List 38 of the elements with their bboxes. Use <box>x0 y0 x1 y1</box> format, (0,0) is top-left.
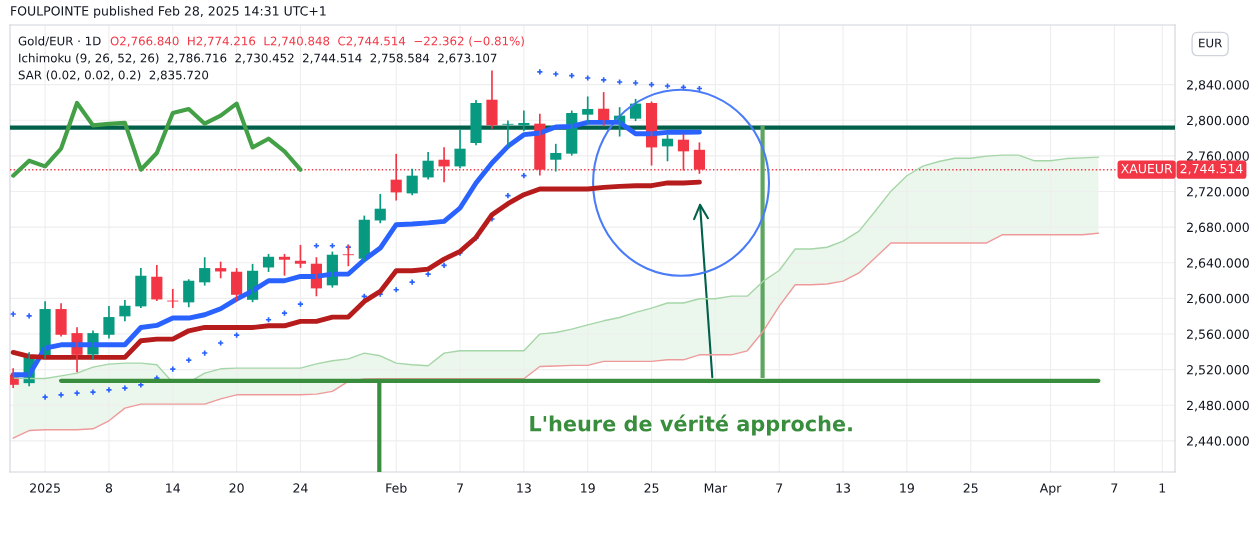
annotation: Ichimoku (9, 26, 52, 26) 2,786.716 2,730.452 2,744.514 2,758.584 2,673.107 <box>19 53 497 64</box>
text: 2,744.514 <box>1180 163 1243 175</box>
annotation: O2,766.840 H2,774.216 L2,740.848 C2,744.514 −22.362 (−0.81%) <box>110 36 524 47</box>
x-tick-label: Feb <box>386 483 407 493</box>
x-tick-label: 24 <box>293 483 308 493</box>
annotation: L'heure de vérité approche. <box>530 414 852 436</box>
x-tick-label: 14 <box>166 483 181 493</box>
x-tick-label: 19 <box>581 483 595 493</box>
x-tick-label: 7 <box>457 483 463 493</box>
text: EUR <box>1199 38 1222 48</box>
x-tick-label: 19 <box>900 483 914 493</box>
annotation: SAR (0.02, 0.02, 0.2) 2,835.720 <box>18 70 209 81</box>
ref-line-label: XAUEUR <box>1121 164 1173 174</box>
y-tick-label: 2,680.000 <box>1187 222 1249 234</box>
x-tick-label: 25 <box>644 483 659 493</box>
x-tick-label: 7 <box>1111 483 1118 493</box>
y-tick-label: 2,560.000 <box>1187 329 1249 341</box>
x-tick-label: 13 <box>836 483 851 493</box>
y-tick-label: 2,760.000 <box>1187 151 1249 163</box>
x-tick-label: 1 <box>1159 483 1166 493</box>
y-tick-label: 2,440.000 <box>1187 436 1249 448</box>
y-tick-label: 2,480.000 <box>1187 400 1249 412</box>
x-tick-label: 13 <box>517 483 531 493</box>
y-tick-label: 2,600.000 <box>1187 293 1249 305</box>
text: FOULPOINTE published Feb 28, 2025 14:31 UTC+1 <box>11 5 326 19</box>
x-tick-label: 25 <box>963 483 978 493</box>
y-tick-label: 2,720.000 <box>1187 186 1249 198</box>
x-tick-label: 20 <box>229 483 244 493</box>
x-tick-label: 2025 <box>30 483 60 493</box>
x-tick-label: Apr <box>1039 483 1062 496</box>
x-tick-label: Mar <box>704 483 728 493</box>
y-tick-label: 2,800.000 <box>1187 115 1249 127</box>
y-tick-label: 2,640.000 <box>1187 258 1249 269</box>
y-tick-label: 2,520.000 <box>1187 365 1249 376</box>
y-tick-label: 2,840.000 <box>1187 80 1249 91</box>
text: Gold/EUR · 1D <box>18 36 101 47</box>
x-tick-label: 8 <box>105 483 113 493</box>
x-tick-label: 7 <box>776 483 783 493</box>
